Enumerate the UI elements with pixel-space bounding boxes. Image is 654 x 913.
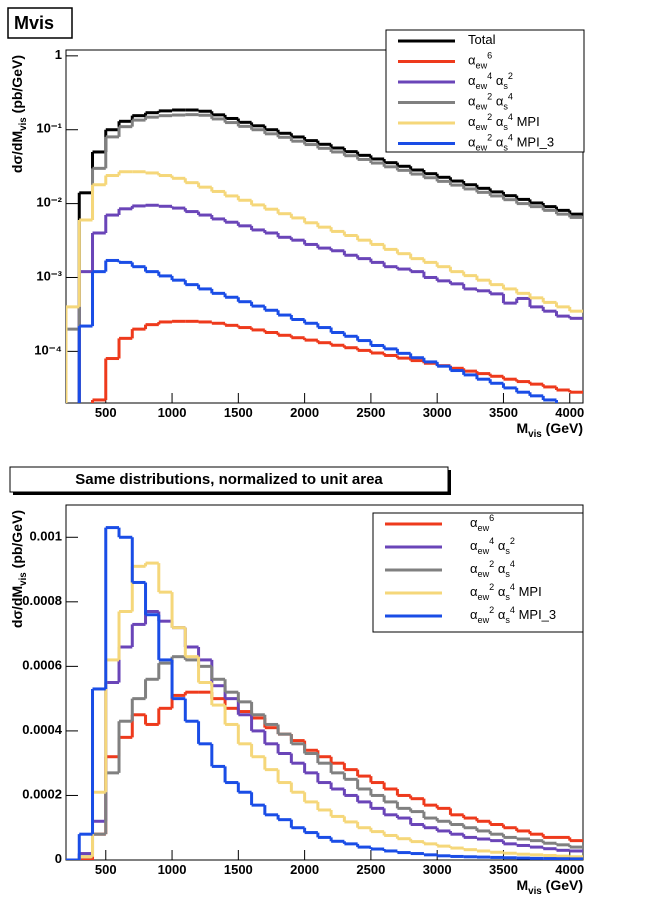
histogram-riser [66,563,572,860]
histogram-riser [66,171,572,403]
legend-label: αew2 αs4 [470,559,515,579]
histogram-riser [77,260,558,403]
x-tick-label: 3000 [423,405,452,420]
y-tick-label: 0.001 [29,529,62,544]
x-tick-label: 4000 [555,862,584,877]
histogram-riser [66,114,572,403]
legend-box [385,29,585,153]
chart-title: Same distributions, normalized to unit a… [75,471,383,488]
legend-label: αew4 αs2 [470,536,515,556]
legend-label: αew6 [468,51,492,71]
x-tick-label: 500 [95,862,117,877]
y-tick-label: 0.0008 [22,593,62,608]
y-tick-label: 10⁻² [36,195,62,210]
x-tick-label: 1500 [224,862,253,877]
x-tick-label: 4000 [555,405,584,420]
y-tick-label: 1 [55,47,62,62]
legend-label: αew2 αs4 MPI_3 [470,605,556,625]
x-tick-label: 2500 [356,405,385,420]
title-box [7,7,73,39]
x-tick-label: 2000 [290,405,319,420]
legend-label: αew2 αs4 MPI_3 [468,133,554,153]
legend-label: αew4 αs2 [468,71,513,91]
histograms [66,108,583,403]
y-tick-label: 0.0004 [22,722,63,737]
x-tick-label: 500 [95,405,117,420]
x-axis-label: Mvis (GeV) [516,420,583,440]
x-tick-label: 2000 [290,862,319,877]
y-tick-label: 10⁻¹ [36,121,62,136]
legend-label: αew2 αs4 MPI [468,112,540,132]
plot-frame [65,49,584,404]
x-tick-label: 1000 [158,862,187,877]
y-axis-label: dσ/dMvis (pb/GeV) [9,510,29,628]
x-tick-label: 3500 [489,862,518,877]
histograms [66,526,583,860]
title-box [9,466,449,493]
x-tick-label: 3000 [423,862,452,877]
y-axis-label: dσ/dMvis (pb/GeV) [9,55,29,173]
chart-title: Mvis [14,13,54,33]
y-tick-label: 10⁻⁴ [34,343,62,358]
x-tick-label: 2500 [356,862,385,877]
histogram-riser [66,527,572,860]
legend-label: Total [468,32,496,47]
y-tick-label: 10⁻³ [36,269,62,284]
x-tick-label: 3500 [489,405,518,420]
legend-label: αew2 αs4 MPI [470,582,542,602]
y-tick-label: 0.0002 [22,787,62,802]
legend-label: αew6 [470,513,494,533]
x-tick-label: 1000 [158,405,187,420]
legend-box [372,512,584,633]
legend-label: αew2 αs4 [468,92,513,112]
plot-frame [65,504,584,861]
x-axis-label: Mvis (GeV) [516,877,583,897]
histogram-riser [77,109,572,403]
x-tick-label: 1500 [224,405,253,420]
y-tick-label: 0 [55,851,62,866]
y-tick-label: 0.0006 [22,658,62,673]
